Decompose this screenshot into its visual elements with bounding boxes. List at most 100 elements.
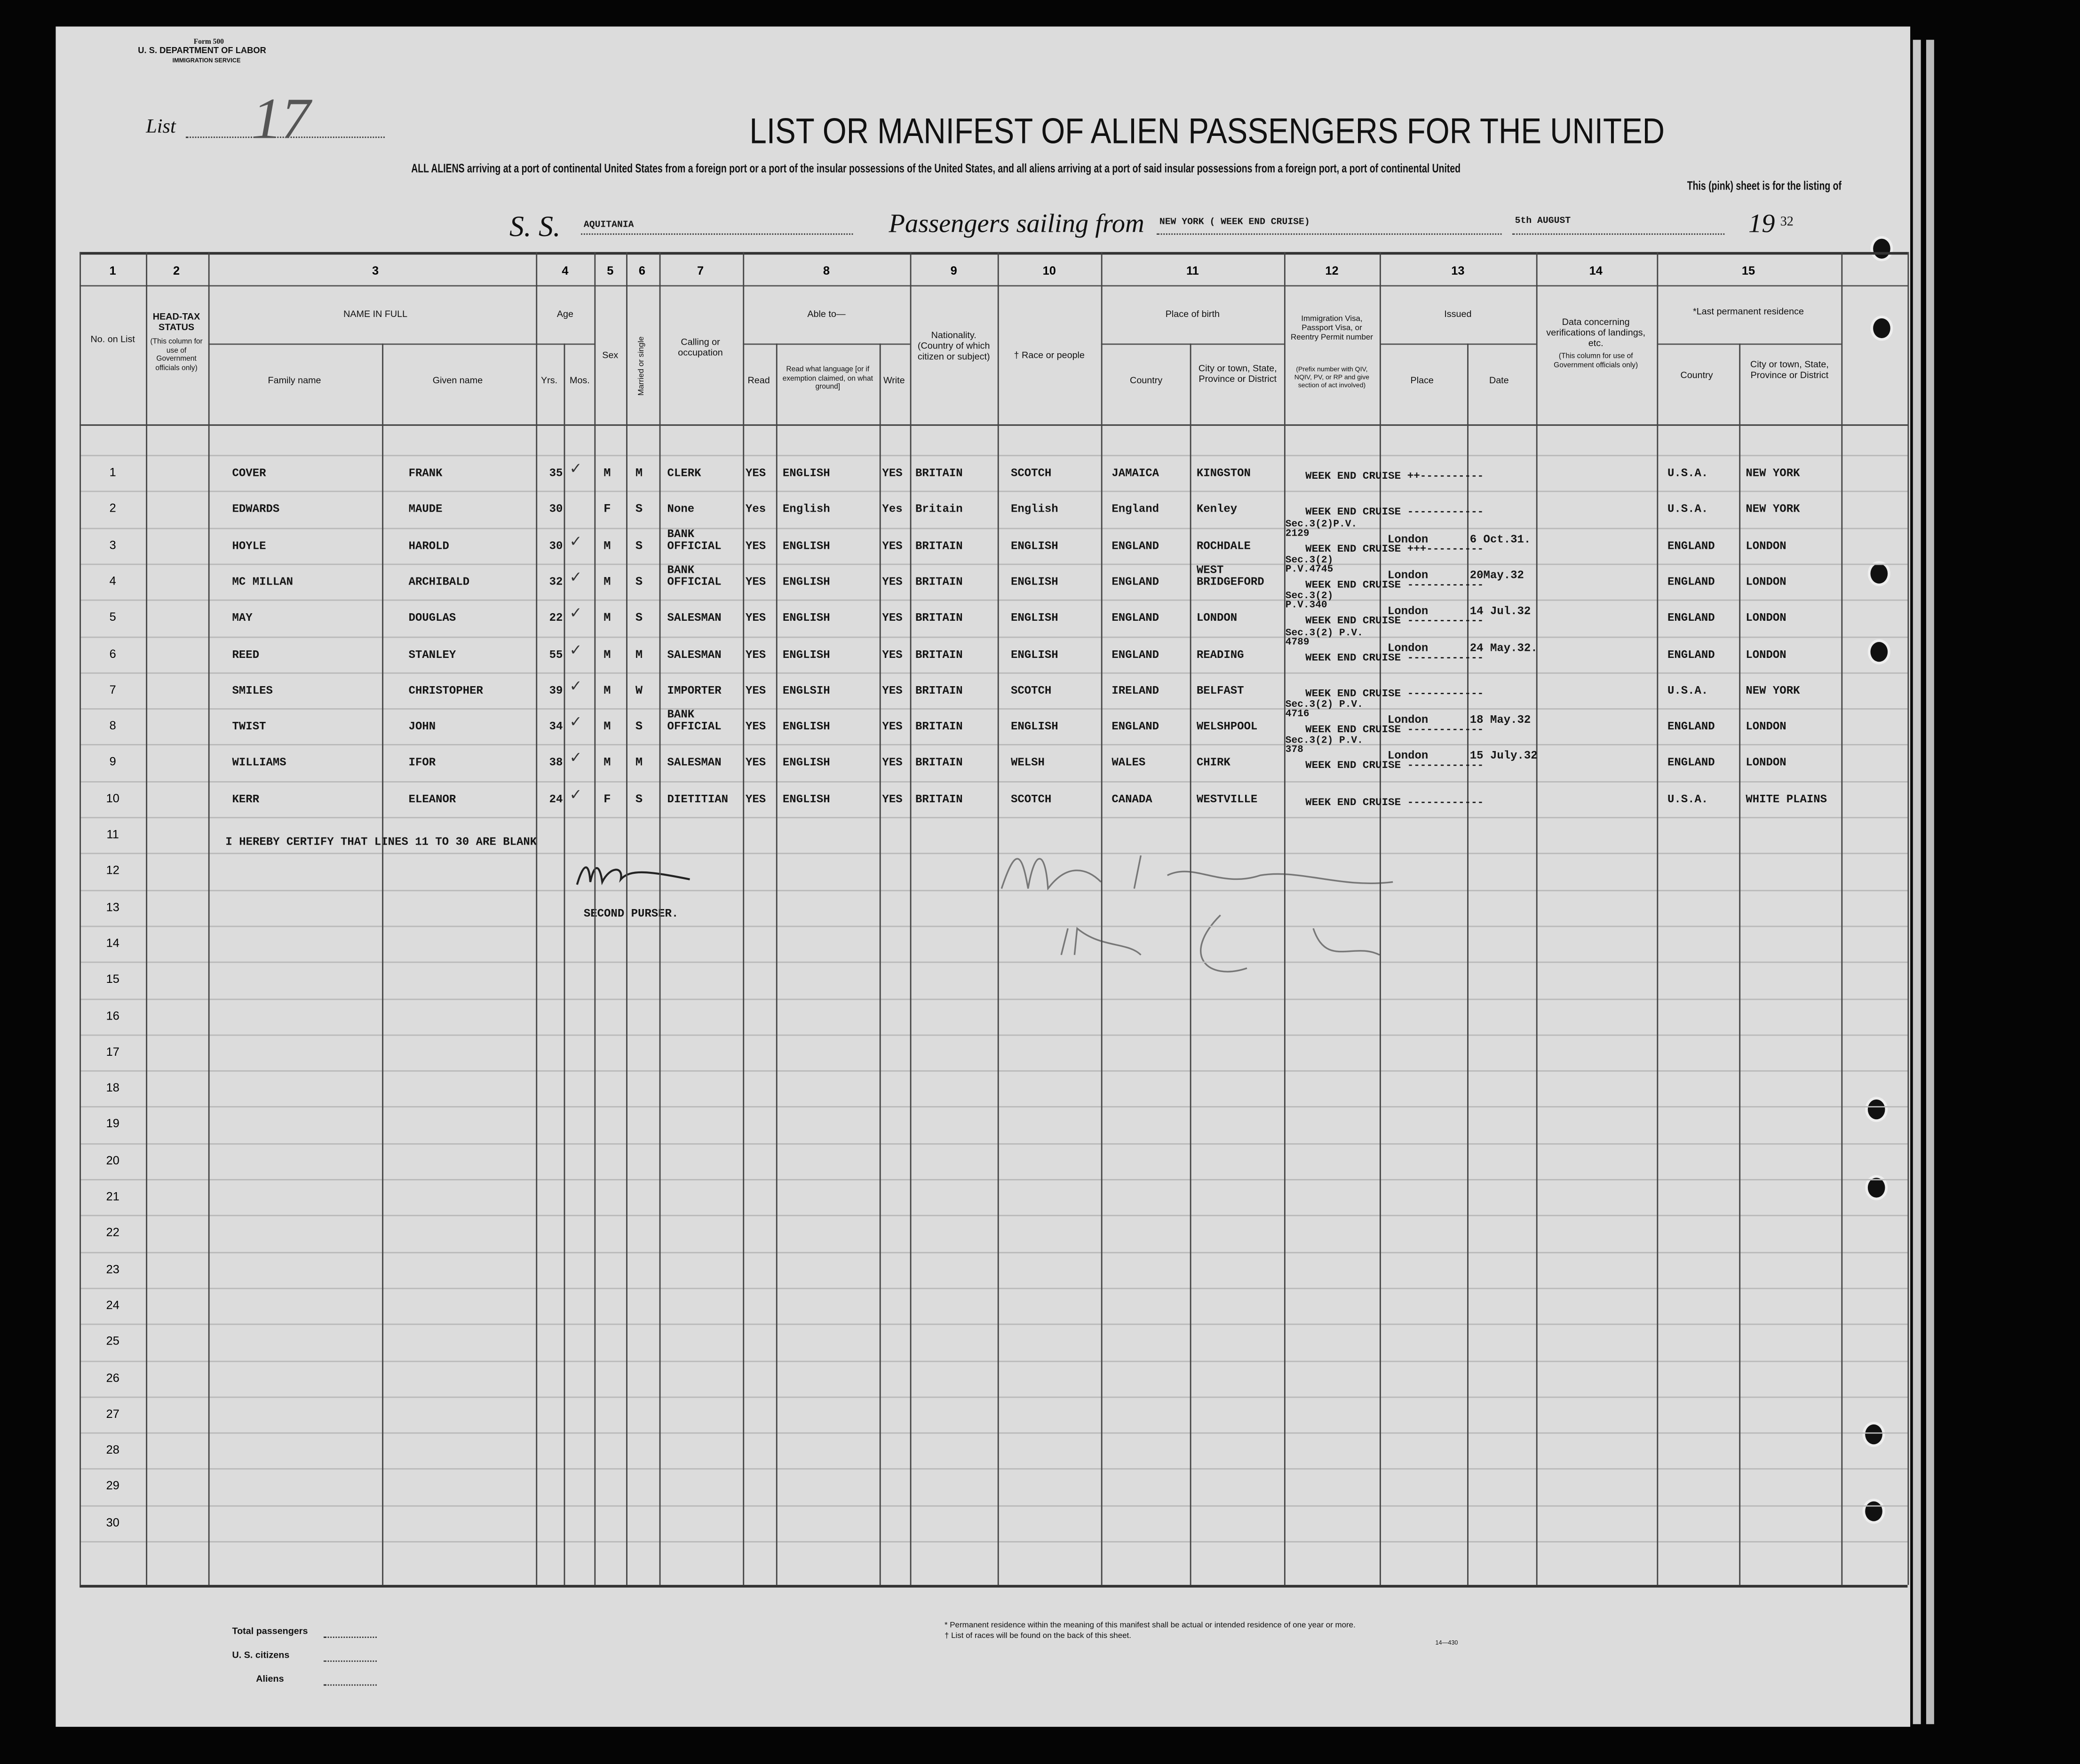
row-rule: [79, 1215, 1908, 1217]
sex: F: [603, 792, 611, 806]
issued-place: London: [1387, 641, 1429, 655]
header-mos: Mos.: [570, 376, 590, 386]
row-rule: [79, 889, 1908, 891]
subcolumn-divider: [879, 343, 881, 1585]
residence-country: U.S.A.: [1667, 467, 1708, 480]
line-number: 6: [109, 646, 116, 660]
line-number: 10: [106, 791, 119, 805]
subheader-divider: [536, 343, 595, 345]
sex: M: [603, 539, 611, 553]
row-rule: [79, 1034, 1908, 1036]
subcolumn-divider: [776, 343, 778, 1585]
week-end-cruise-note: WEEK END CRUISE ------------: [1305, 616, 1484, 628]
residence-city: LONDON: [1746, 575, 1786, 589]
can-write: YES: [882, 720, 903, 734]
aliens-dots: [324, 1684, 377, 1686]
header-issued-place: Place: [1410, 376, 1434, 386]
birth-city: CHIRK: [1196, 756, 1231, 770]
binder-hole: [1862, 1498, 1885, 1524]
column-number-divider: [79, 285, 1908, 287]
visa-number: Sec.3(2) P.V.340: [1285, 592, 1334, 612]
marital-status: S: [635, 503, 643, 516]
birth-country: ENGLAND: [1111, 611, 1159, 625]
can-read: YES: [745, 611, 766, 625]
line-number: 7: [109, 682, 116, 696]
total-passengers-label: Total passengers: [232, 1627, 308, 1637]
page-edge: [1913, 40, 1921, 1724]
marital-status: M: [635, 648, 643, 661]
can-read: YES: [745, 539, 766, 553]
column-number: 6: [638, 264, 646, 277]
subcolumn-divider: [1467, 343, 1469, 1585]
visa-number: Sec.3(2) P.V. 4789: [1285, 628, 1363, 648]
header-able-to: Able to—: [807, 310, 846, 320]
line-number: 20: [106, 1153, 119, 1167]
nationality: BRITAIN: [915, 575, 963, 589]
list-label: List: [146, 117, 176, 138]
age: 32: [549, 575, 563, 589]
header-yrs: Yrs.: [540, 376, 558, 386]
age: 30: [549, 539, 563, 553]
birth-city: WELSHPOOL: [1196, 720, 1258, 734]
occupation: SALESMAN: [667, 756, 722, 770]
family-name: MC MILLAN: [232, 575, 294, 589]
column-number: 7: [697, 264, 704, 277]
family-name: MAY: [232, 611, 253, 625]
age-months-check: ✓: [570, 784, 581, 805]
subcolumn-divider: [1739, 343, 1741, 1585]
read-language: ENGLISH: [782, 539, 830, 553]
column-number: 10: [1042, 264, 1056, 277]
occupation: BANK OFFICIAL: [667, 563, 722, 589]
row-rule: [79, 455, 1908, 457]
issued-place: London: [1387, 750, 1429, 763]
can-write: YES: [882, 756, 903, 770]
header-name-in-full: NAME IN FULL: [343, 310, 408, 320]
row-rule: [79, 563, 1908, 565]
column-number: 3: [372, 264, 379, 277]
column-divider: [659, 252, 661, 1585]
column-number: 2: [173, 264, 180, 277]
header-issued: Issued: [1444, 310, 1472, 320]
family-name: KERR: [232, 792, 260, 806]
given-name: IFOR: [408, 756, 436, 770]
header-res-city: City or town, State, Province or Distric…: [1750, 361, 1829, 381]
marital-status: W: [635, 684, 643, 697]
form-number: Form 500: [193, 38, 224, 47]
given-name: DOUGLAS: [408, 611, 456, 625]
table-bottom-border: [79, 1585, 1908, 1588]
binder-hole: [1870, 236, 1893, 261]
header-last-residence: *Last permanent residence: [1693, 308, 1804, 317]
subcolumn-divider: [382, 343, 384, 1585]
residence-country: U.S.A.: [1667, 792, 1708, 806]
row-rule: [79, 1324, 1908, 1325]
nationality: BRITAIN: [915, 648, 963, 661]
row-rule: [79, 1070, 1908, 1072]
marital-status: S: [635, 792, 643, 806]
citizens-dots: [324, 1660, 377, 1662]
header-sex: Sex: [602, 351, 619, 361]
age: 39: [549, 684, 563, 697]
column-divider: [1380, 252, 1381, 1585]
row-rule: [79, 1360, 1908, 1361]
line-number: 2: [109, 501, 116, 515]
birth-country: JAMAICA: [1111, 467, 1159, 480]
occupation: None: [667, 503, 695, 516]
marital-status: S: [635, 539, 643, 553]
signer-title: SECOND PURSER.: [583, 907, 679, 921]
binder-hole: [1867, 639, 1890, 664]
occupation: SALESMAN: [667, 611, 722, 625]
binder-hole: [1862, 1422, 1885, 1447]
family-name: REED: [232, 648, 260, 661]
race: ENGLISH: [1010, 539, 1058, 553]
line-number: 13: [106, 900, 119, 913]
manifest-title: LIST OR MANIFEST OF ALIEN PASSENGERS FOR…: [749, 111, 1665, 151]
age-months-check: ✓: [570, 531, 581, 552]
year-prefix: 19: [1748, 209, 1775, 239]
can-write: YES: [882, 648, 903, 661]
residence-country: ENGLAND: [1667, 720, 1715, 734]
row-rule: [79, 962, 1908, 963]
row-rule: [79, 1432, 1908, 1434]
line-number: 11: [106, 827, 119, 841]
marital-status: M: [635, 756, 643, 770]
